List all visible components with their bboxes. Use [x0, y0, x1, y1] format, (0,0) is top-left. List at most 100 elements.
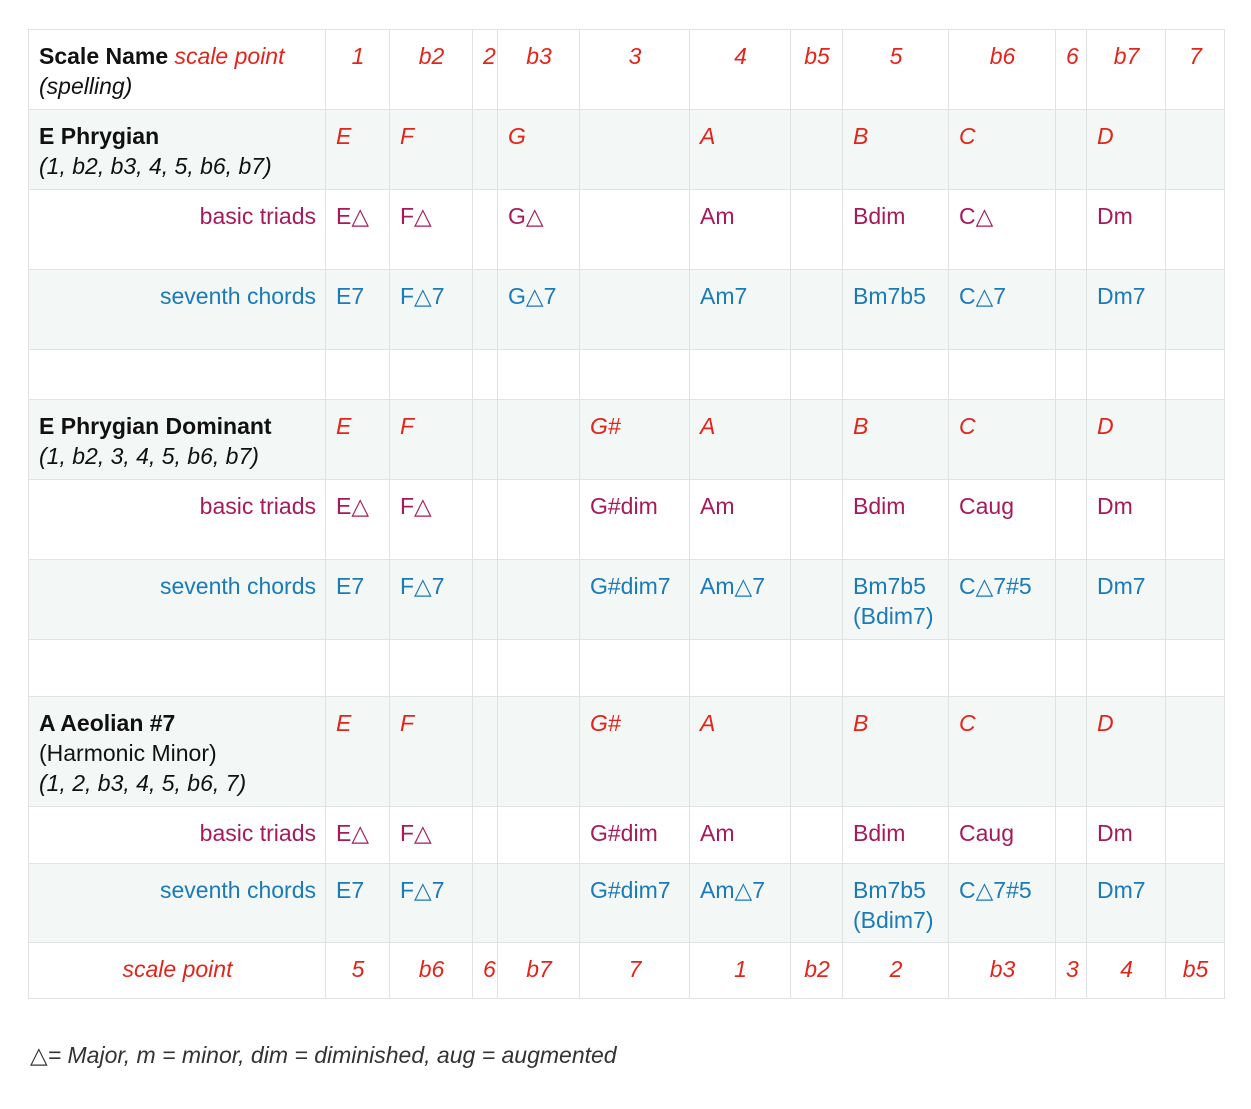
- seventh-chord: C△7: [959, 283, 1007, 309]
- spacer-cell: [790, 349, 843, 400]
- seventh-chord: F△7: [400, 283, 445, 309]
- scale-note: [579, 109, 690, 190]
- scale-note: G#: [579, 696, 690, 807]
- scale-note: A: [689, 399, 791, 480]
- seventh-chord: G△7: [508, 283, 557, 309]
- seventh-chord: F△7: [400, 573, 445, 599]
- seventh-chord-cell: Bm7b5 (Bdim7): [842, 559, 949, 640]
- seventh-chord-cell: F△7: [389, 559, 473, 640]
- triad-chord: E△: [325, 479, 390, 560]
- scale-note: [790, 696, 843, 807]
- scale-note: E: [325, 696, 390, 807]
- scale-note: [790, 109, 843, 190]
- seventh-chord-cell: Am7: [689, 269, 791, 350]
- triad-chord: Dm: [1086, 189, 1166, 270]
- scale-spelling: (1, 2, b3, 4, 5, b6, 7): [39, 770, 247, 796]
- spelling-heading: (spelling): [39, 73, 133, 99]
- header-scale-point: 5: [842, 29, 949, 110]
- spacer-cell: [497, 639, 580, 697]
- scale-spelling: (1, b2, b3, 4, 5, b6, b7): [39, 153, 272, 179]
- seventh-chord: G#dim7: [590, 877, 671, 903]
- scale-note: A: [689, 109, 791, 190]
- scale-note: E: [325, 399, 390, 480]
- triad-chord: [472, 806, 498, 864]
- seventh-chord-cell: F△7: [389, 269, 473, 350]
- seventh-chord-cell: E7: [325, 559, 390, 640]
- header-label-cell: Scale Name scale point (spelling): [28, 29, 326, 110]
- triad-chord: C△: [948, 189, 1056, 270]
- header-scale-point: b2: [389, 29, 473, 110]
- seventh-chord-cell: [790, 559, 843, 640]
- header-scale-point: 2: [472, 29, 498, 110]
- seventh-chord-cell: [497, 863, 580, 943]
- seventh-chords-row: seventh chords E7 F△7 G#dim7 Am△7 Bm7b5 (Bdim7…: [28, 559, 1225, 640]
- triad-chord: Caug: [948, 479, 1056, 560]
- seventh-chord: Am7: [700, 283, 748, 309]
- seventh-chords-row: seventh chords E7 F△7 G#dim7 Am△7 Bm7b5 (Bdim7…: [28, 863, 1225, 943]
- triad-chord: [1165, 189, 1225, 270]
- scale-note: B: [842, 696, 949, 807]
- scale-notes-row: E Phrygian (1, b2, b3, 4, 5, b6, b7) E F G A B…: [28, 109, 1225, 190]
- spacer-cell: [689, 349, 791, 400]
- seventh-chord-cell: Am△7: [689, 863, 791, 943]
- basic-triads-label: basic triads: [28, 479, 326, 560]
- scale-note: [497, 399, 580, 480]
- triad-chord: G△: [497, 189, 580, 270]
- seventh-chord-cell: Dm7: [1086, 559, 1166, 640]
- spacer-cell: [948, 639, 1056, 697]
- scale-note: D: [1086, 696, 1166, 807]
- triad-chord: G#dim: [579, 806, 690, 864]
- scale-note: A: [689, 696, 791, 807]
- header-scale-point: 1: [325, 29, 390, 110]
- spacer-cell: [472, 639, 498, 697]
- seventh-chord: E7: [336, 283, 365, 309]
- scale-label-cell: A Aeolian #7 (Harmonic Minor) (1, 2, b3, 4…: [28, 696, 326, 807]
- seventh-chord-cell: Bm7b5: [842, 269, 949, 350]
- scale-note: F: [389, 696, 473, 807]
- triad-chord: [1165, 479, 1225, 560]
- header-scale-point: 3: [579, 29, 690, 110]
- scale-chord-table: Scale Name scale point (spelling) 1 b2 2 b3 3 4…: [28, 29, 1225, 999]
- footer-scale-point: 4: [1086, 942, 1166, 999]
- seventh-chords-label: seventh chords: [28, 559, 326, 640]
- footer-scale-point: b7: [497, 942, 580, 999]
- seventh-chords-label: seventh chords: [28, 269, 326, 350]
- seventh-chord: Bm7b5: [853, 877, 926, 903]
- seventh-chord-cell: [1165, 269, 1225, 350]
- scale-note: [1055, 696, 1087, 807]
- seventh-chord-cell: [472, 269, 498, 350]
- spacer-cell: [689, 639, 791, 697]
- header-scale-point: b5: [790, 29, 843, 110]
- seventh-chord-cell: C△7#5: [948, 559, 1056, 640]
- scale-note: [1055, 399, 1087, 480]
- seventh-chord-cell: G#dim7: [579, 559, 690, 640]
- seventh-chord-cell: [790, 269, 843, 350]
- seventh-chord: Bm7b5: [853, 573, 926, 599]
- triad-chord: [472, 189, 498, 270]
- seventh-chord-cell: E7: [325, 863, 390, 943]
- header-scale-point: b3: [497, 29, 580, 110]
- triad-chord: [1165, 806, 1225, 864]
- header-scale-point: b7: [1086, 29, 1166, 110]
- header-row: Scale Name scale point (spelling) 1 b2 2 b3 3 4…: [28, 29, 1225, 110]
- spacer-cell: [1055, 639, 1087, 697]
- header-scale-point: 4: [689, 29, 791, 110]
- triad-chord: [497, 479, 580, 560]
- footer-scale-point: 1: [689, 942, 791, 999]
- footer-scale-point: b5: [1165, 942, 1225, 999]
- scale-note: B: [842, 109, 949, 190]
- triad-chord: [790, 189, 843, 270]
- footer-scale-point: 5: [325, 942, 390, 999]
- seventh-chord-alt: (Bdim7): [853, 907, 934, 933]
- scale-note: D: [1086, 109, 1166, 190]
- footer-scale-point-label: scale point: [28, 942, 326, 999]
- spacer-cell: [325, 639, 390, 697]
- triad-chord: [472, 479, 498, 560]
- seventh-chord: C△7#5: [959, 573, 1032, 599]
- spacer-cell: [1165, 639, 1225, 697]
- triad-chord: Am: [689, 189, 791, 270]
- legend: △= Major, m = minor, dim = diminished, a…: [30, 1042, 617, 1068]
- seventh-chord: Dm7: [1097, 283, 1146, 309]
- seventh-chord: Dm7: [1097, 877, 1146, 903]
- spacer-row: [28, 639, 1225, 697]
